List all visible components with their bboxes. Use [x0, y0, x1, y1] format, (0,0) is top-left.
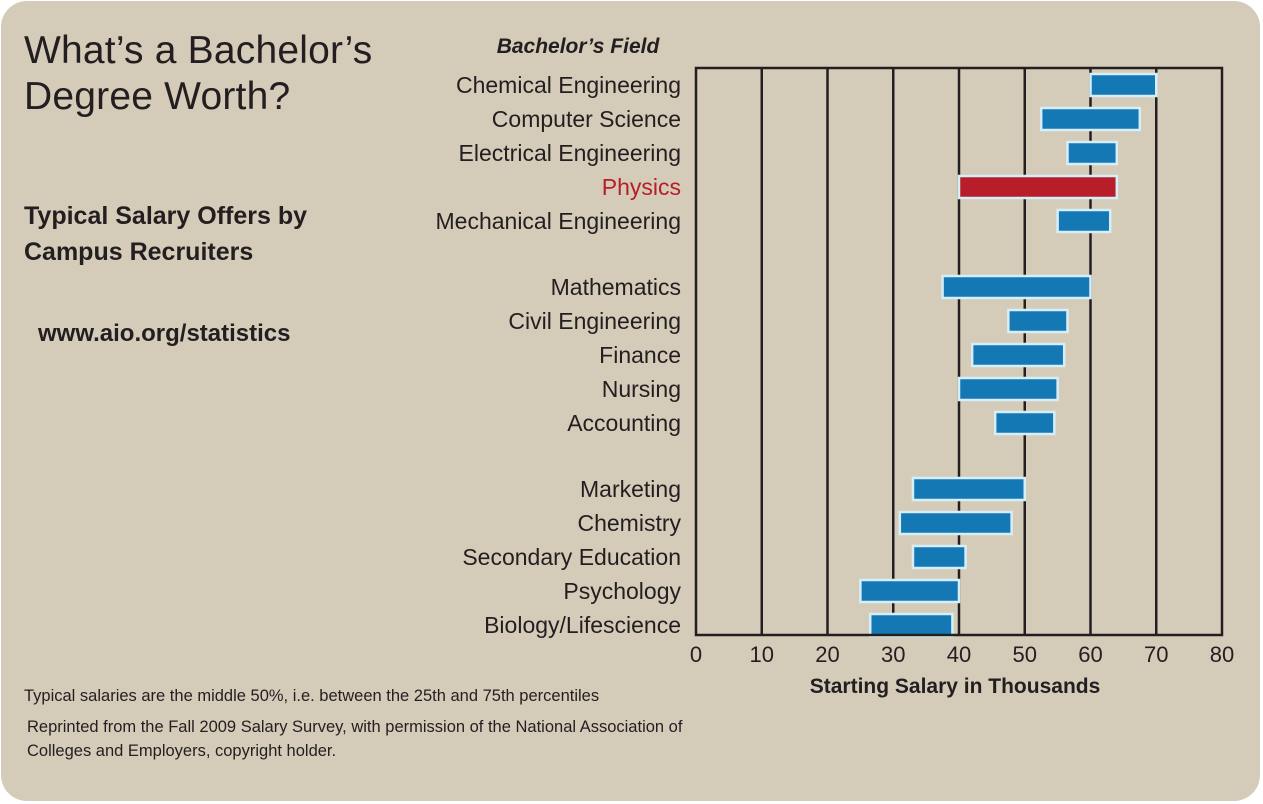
salary-bar-electrical-engineering — [1066, 140, 1119, 166]
category-label: Finance — [599, 342, 681, 368]
salary-bar-psychology — [859, 578, 961, 604]
category-label: Electrical Engineering — [459, 140, 681, 166]
x-tick-label: 60 — [1078, 642, 1102, 667]
salary-bar-marketing — [911, 476, 1026, 502]
category-label: Chemical Engineering — [456, 72, 681, 98]
salary-bar-secondary-education — [911, 544, 967, 570]
source-url: www.aio.org/statistics — [38, 320, 291, 347]
x-tick-label: 50 — [1013, 642, 1037, 667]
salary-bar-chemistry — [898, 510, 1013, 536]
salary-bar-computer-science — [1039, 106, 1142, 132]
x-tick-labels: 0 10 20 30 40 50 60 70 80 — [690, 642, 1234, 667]
category-axis-title: Bachelor’s Field — [497, 35, 661, 58]
grid-lines — [760, 68, 1158, 635]
plot-frame — [694, 66, 1224, 637]
category-label: Computer Science — [492, 106, 681, 132]
percentile-note: Typical salaries are the middle 50%, i.e… — [24, 687, 600, 705]
category-label: Marketing — [580, 476, 681, 502]
x-tick-label: 0 — [690, 642, 702, 667]
salary-bar-finance — [970, 342, 1066, 368]
title-line-1: What’s a Bachelor’s — [24, 29, 373, 72]
salary-bar-chemical-engineering — [1089, 72, 1158, 98]
page-title: What’s a Bachelor’s Degree Worth? — [24, 28, 372, 120]
salary-bar-mechanical-engineering — [1056, 208, 1112, 234]
category-labels: Chemical Engineering Computer Science Elec… — [436, 72, 682, 638]
category-label: Civil Engineering — [508, 308, 681, 334]
subtitle-line-1: Typical Salary Offers by — [24, 202, 307, 230]
x-axis-title: Starting Salary in Thousands — [810, 675, 1101, 698]
x-tick-label: 80 — [1210, 642, 1234, 667]
category-label: Mathematics — [551, 274, 681, 300]
x-tick-label: 70 — [1144, 642, 1168, 667]
salary-bar-physics — [957, 174, 1119, 200]
x-tick-label: 30 — [881, 642, 905, 667]
bars — [859, 72, 1158, 638]
category-label: Mechanical Engineering — [436, 208, 682, 234]
page-subtitle: Typical Salary Offers by Campus Recruite… — [24, 198, 307, 270]
category-label: Accounting — [567, 410, 681, 436]
category-label: Chemistry — [577, 510, 681, 536]
category-label: Psychology — [563, 578, 681, 604]
salary-bar-mathematics — [941, 274, 1092, 300]
salary-bar-accounting — [993, 410, 1056, 436]
salary-bar-biology-lifescience — [868, 612, 954, 638]
salary-bar-nursing — [957, 376, 1059, 402]
category-label: Physics — [602, 174, 681, 200]
source-line-2: Colleges and Employers, copyright holder… — [27, 742, 337, 760]
x-tick-label: 10 — [750, 642, 774, 667]
salary-bar-civil-engineering — [1007, 308, 1069, 334]
subtitle-line-2: Campus Recruiters — [24, 238, 254, 266]
x-tick-label: 40 — [947, 642, 971, 667]
category-label: Nursing — [602, 376, 681, 402]
title-line-2: Degree Worth? — [24, 75, 291, 118]
category-label: Secondary Education — [462, 544, 681, 570]
x-tick-label: 20 — [815, 642, 839, 667]
source-line-1: Reprinted from the Fall 2009 Salary Surv… — [27, 718, 683, 736]
category-label: Biology/Lifescience — [484, 612, 681, 638]
